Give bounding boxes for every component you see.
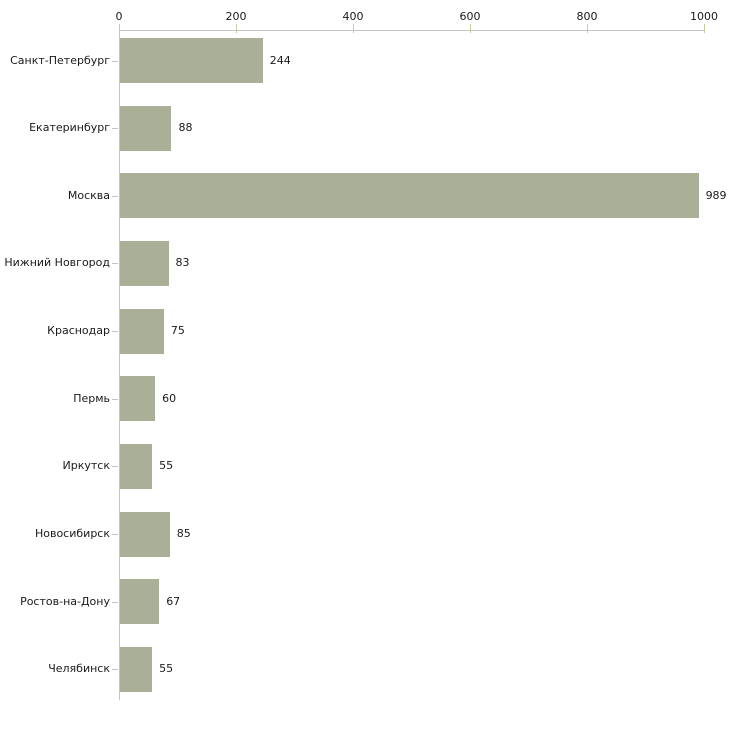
x-tick-mark xyxy=(353,24,354,33)
x-tick-mark xyxy=(119,24,120,33)
bar-8 xyxy=(120,511,170,557)
x-tick-mark xyxy=(587,24,588,33)
category-label: Санкт-Петербург xyxy=(10,53,110,67)
y-tick-mark xyxy=(112,601,118,603)
bar-7 xyxy=(120,443,153,489)
y-tick-mark xyxy=(112,195,118,197)
x-tick-label: 0 xyxy=(115,10,123,23)
y-tick-mark xyxy=(112,669,118,671)
y-axis-line xyxy=(119,30,120,700)
x-tick-label: 800 xyxy=(576,10,598,23)
value-label: 85 xyxy=(176,527,191,541)
bar-5 xyxy=(120,308,164,354)
x-tick-label: 1000 xyxy=(690,10,718,23)
x-tick-mark xyxy=(236,24,237,33)
bar-6 xyxy=(120,376,156,422)
bar-3 xyxy=(120,173,699,219)
y-tick-mark xyxy=(112,263,118,265)
category-label: Ростов-на-Дону xyxy=(20,594,110,608)
value-label: 989 xyxy=(705,188,727,202)
x-tick-mark xyxy=(470,24,471,33)
category-label: Челябинск xyxy=(48,662,110,676)
value-label: 83 xyxy=(175,256,190,270)
bar-2 xyxy=(120,105,172,151)
value-label: 88 xyxy=(178,121,193,135)
y-tick-mark xyxy=(112,60,118,62)
category-label: Иркутск xyxy=(62,459,110,473)
y-tick-mark xyxy=(112,534,118,536)
bar-1 xyxy=(120,38,263,83)
category-label: Новосибирск xyxy=(34,527,110,541)
y-tick-mark xyxy=(112,128,118,130)
value-label: 60 xyxy=(162,391,177,405)
x-tick-label: 200 xyxy=(225,10,247,23)
value-label: 55 xyxy=(159,662,174,676)
x-axis-line xyxy=(119,30,704,31)
value-label: 75 xyxy=(170,324,185,338)
bar-4 xyxy=(120,240,169,286)
category-label: Екатеринбург xyxy=(29,121,110,135)
bar-9 xyxy=(120,579,160,625)
x-tick-label: 400 xyxy=(342,10,364,23)
category-label: Краснодар xyxy=(47,324,110,338)
bar-10 xyxy=(120,646,153,692)
category-label: Пермь xyxy=(73,391,110,405)
category-label: Москва xyxy=(67,188,110,202)
y-tick-mark xyxy=(112,331,118,333)
y-tick-mark xyxy=(112,398,118,400)
value-label: 55 xyxy=(159,459,174,473)
value-label: 244 xyxy=(269,53,291,67)
category-label: Нижний Новгород xyxy=(4,256,110,270)
x-tick-mark xyxy=(704,24,705,33)
value-label: 67 xyxy=(166,594,181,608)
y-tick-mark xyxy=(112,466,118,468)
x-tick-label: 600 xyxy=(459,10,481,23)
